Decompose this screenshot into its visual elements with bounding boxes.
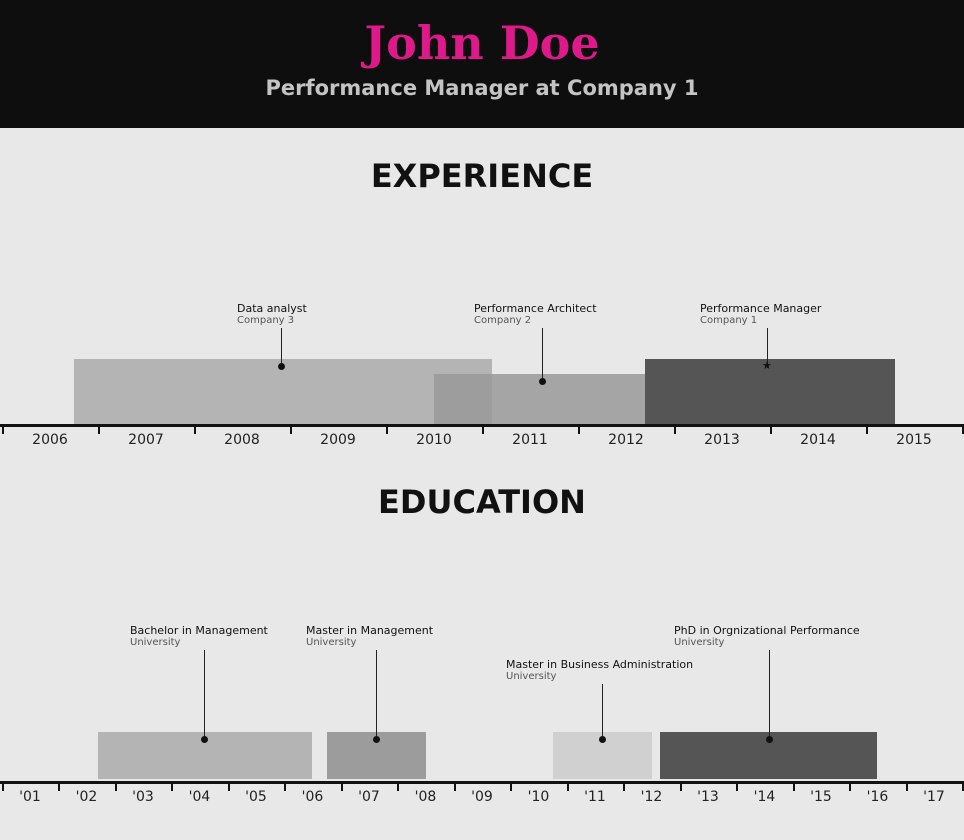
education-axis-tick: [453, 783, 456, 791]
education-marker-dot: [373, 736, 380, 743]
experience-axis-tick: [578, 426, 580, 434]
education-year-label: '01: [19, 789, 41, 805]
education-axis-tick: [58, 783, 60, 791]
education-axis-tick: [510, 783, 512, 791]
education-year-label: '13: [697, 789, 719, 805]
experience-axis-tick: [386, 426, 388, 434]
experience-title: EXPERIENCE: [370, 157, 594, 195]
experience-leader-line: [542, 328, 543, 383]
experience-year-label: 2008: [224, 432, 260, 448]
education-year-label: '08: [414, 789, 437, 805]
education-leader-line: [376, 650, 377, 741]
education-year-label: '02: [75, 789, 98, 805]
education-axis-tick: [284, 783, 286, 791]
experience-year-label: 2011: [512, 432, 548, 448]
education-item-title: PhD in Orgnizational Performance: [674, 624, 860, 637]
education-axis-tick: [905, 783, 908, 791]
experience-item-title: Data analyst: [237, 302, 307, 315]
education-axis-tick: [340, 783, 343, 791]
experience-axis: [0, 424, 964, 427]
education-year-label: '16: [866, 789, 889, 805]
experience-marker-dot: [539, 378, 546, 385]
education-title: EDUCATION: [378, 483, 586, 521]
education-item-title: Master in Business Administration: [506, 658, 694, 671]
education-item-org: University: [130, 637, 181, 648]
education-axis-tick: [849, 783, 851, 791]
education-item-title: Master in Management: [306, 624, 434, 637]
education-item-title: Bachelor in Management: [130, 624, 268, 637]
experience-item-org: Company 3: [237, 315, 295, 326]
current-position-star-icon: ★: [762, 360, 772, 372]
education-year-label: '15: [810, 789, 832, 805]
experience-leader-line: [767, 328, 768, 368]
education-year-label: '04: [188, 789, 211, 805]
education-axis-tick: [2, 783, 4, 791]
experience-axis-tick: [2, 426, 4, 434]
experience-axis-tick: [194, 426, 196, 434]
experience-year-label: 2009: [320, 432, 356, 448]
experience-item-title: Performance Architect: [474, 302, 597, 315]
education-axis: [0, 781, 964, 784]
experience-year-label: 2007: [128, 432, 164, 448]
experience-marker-dot: [278, 363, 285, 370]
education-item-org: University: [674, 637, 725, 648]
education-axis-tick: [962, 783, 964, 791]
education-marker-dot: [201, 736, 208, 743]
education-axis-tick: [792, 783, 795, 791]
experience-axis-tick: [290, 426, 292, 434]
education-marker-dot: [766, 736, 773, 743]
experience-axis-tick: [482, 426, 484, 434]
education-year-label: '11: [584, 789, 606, 805]
education-axis-tick: [227, 783, 230, 791]
experience-item-org: Company 2: [474, 315, 532, 326]
experience-year-label: 2012: [608, 432, 644, 448]
profile-name: John Doe: [364, 16, 600, 70]
experience-leader-line: [281, 328, 282, 368]
experience-year-label: 2006: [32, 432, 68, 448]
education-year-label: '07: [358, 789, 380, 805]
education-year-label: '03: [132, 789, 154, 805]
education-item-org: University: [306, 637, 357, 648]
education-year-label: '12: [640, 789, 663, 805]
education-axis-tick: [566, 783, 569, 791]
experience-bar: [645, 359, 895, 424]
education-leader-line: [602, 684, 603, 741]
education-marker-dot: [599, 736, 606, 743]
education-year-label: '10: [527, 789, 550, 805]
experience-bar: [74, 359, 492, 424]
experience-bar: [434, 374, 660, 424]
education-axis-tick: [679, 783, 682, 791]
education-leader-line: [769, 650, 770, 741]
education-axis-tick: [171, 783, 173, 791]
education-axis-tick: [397, 783, 399, 791]
experience-axis-tick: [866, 426, 868, 434]
education-leader-line: [204, 650, 205, 741]
education-item-org: University: [506, 671, 557, 682]
education-year-label: '17: [923, 789, 945, 805]
experience-axis-tick: [674, 426, 676, 434]
education-year-label: '14: [753, 789, 776, 805]
education-year-label: '09: [471, 789, 493, 805]
experience-year-label: 2015: [896, 432, 932, 448]
education-axis-tick: [736, 783, 738, 791]
experience-item-title: Performance Manager: [700, 302, 822, 315]
education-axis-tick: [114, 783, 117, 791]
education-year-label: '05: [245, 789, 267, 805]
header: John Doe Performance Manager at Company …: [0, 0, 964, 128]
education-axis-tick: [623, 783, 625, 791]
profile-subtitle: Performance Manager at Company 1: [265, 76, 699, 100]
experience-year-label: 2014: [800, 432, 836, 448]
experience-item-org: Company 1: [700, 315, 758, 326]
education-year-label: '06: [301, 789, 324, 805]
experience-year-label: 2013: [704, 432, 740, 448]
experience-axis-tick: [770, 426, 772, 434]
experience-axis-tick: [98, 426, 100, 434]
experience-year-label: 2010: [416, 432, 452, 448]
experience-axis-tick: [962, 426, 964, 434]
